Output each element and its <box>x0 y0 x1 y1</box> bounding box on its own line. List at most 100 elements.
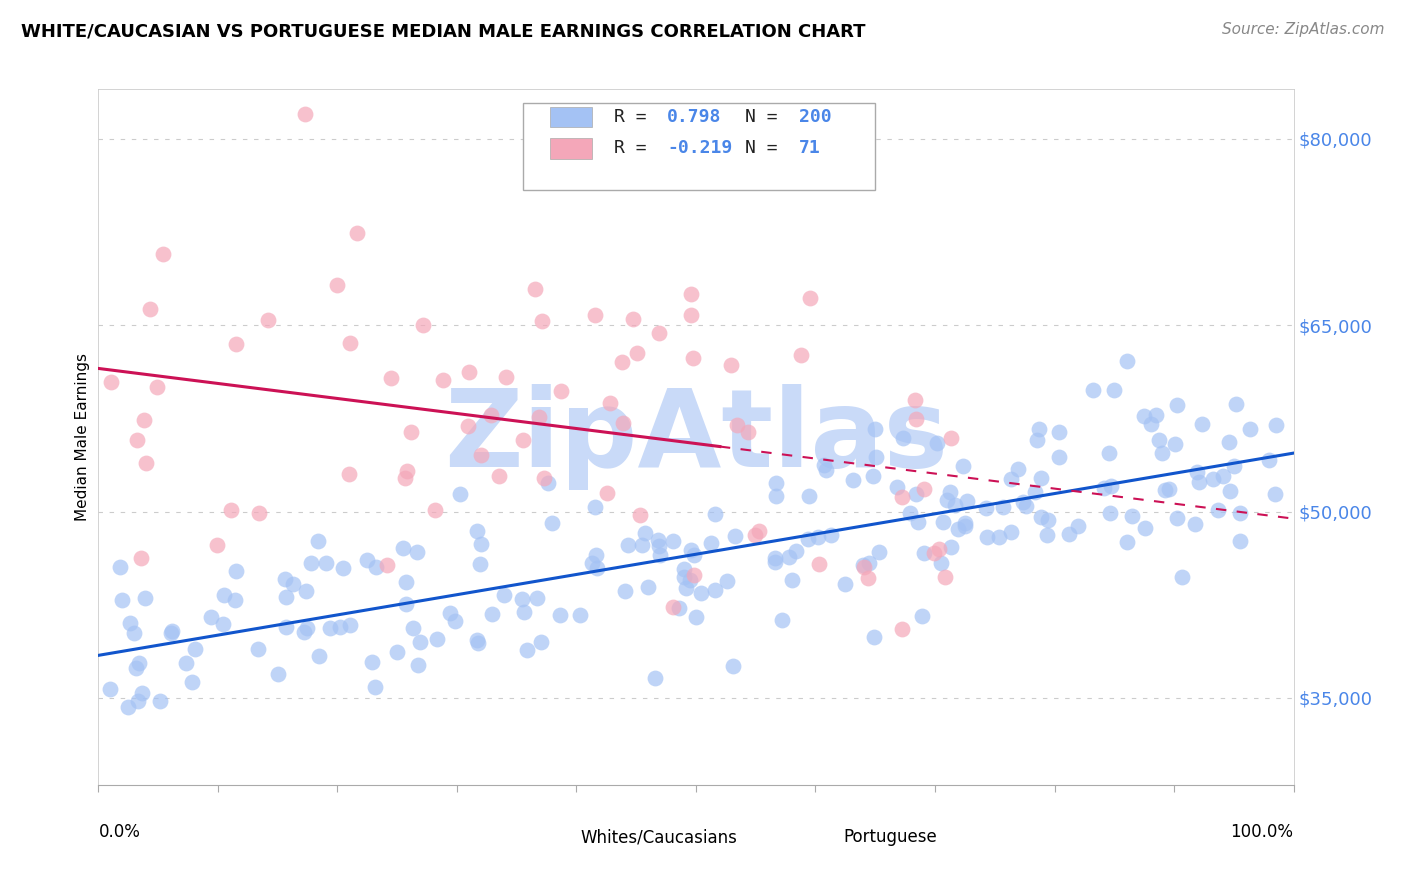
Point <box>531 314 554 328</box>
Point <box>790 348 813 362</box>
Text: 100.0%: 100.0% <box>1230 823 1294 841</box>
Point <box>396 464 419 478</box>
Point <box>1121 509 1143 524</box>
Point <box>610 355 633 369</box>
Point <box>890 623 912 637</box>
Point <box>363 681 385 695</box>
Point <box>720 358 742 372</box>
Point <box>117 700 139 714</box>
Point <box>862 468 884 483</box>
Point <box>125 661 148 675</box>
Point <box>785 544 807 558</box>
Point <box>111 592 134 607</box>
Point <box>1258 453 1281 467</box>
Point <box>939 540 962 554</box>
Point <box>108 560 131 574</box>
Point <box>662 534 685 549</box>
Point <box>1000 472 1022 486</box>
Point <box>1166 511 1188 525</box>
Point <box>375 558 398 573</box>
Point <box>380 371 402 385</box>
Point <box>129 550 152 565</box>
Point <box>891 490 914 504</box>
Point <box>523 282 546 296</box>
Point <box>294 107 316 121</box>
Point <box>683 568 706 582</box>
Point <box>952 458 974 473</box>
Point <box>207 537 229 551</box>
Point <box>1024 484 1046 499</box>
Point <box>1265 417 1288 432</box>
Point <box>149 694 172 708</box>
Point <box>780 574 803 588</box>
Point <box>716 574 738 588</box>
Point <box>946 522 969 536</box>
Point <box>1157 482 1180 496</box>
Point <box>548 607 571 622</box>
Point <box>763 551 786 566</box>
Point <box>292 624 315 639</box>
Point <box>1191 417 1213 431</box>
Point <box>612 417 634 431</box>
Point <box>863 630 886 644</box>
Point <box>1099 479 1122 493</box>
Point <box>621 312 644 326</box>
Point <box>406 657 429 672</box>
Point <box>931 556 953 570</box>
Point <box>865 450 887 465</box>
Point <box>444 614 467 628</box>
Point <box>299 556 322 570</box>
Point <box>467 636 489 650</box>
Point <box>1164 437 1187 451</box>
Point <box>134 413 156 427</box>
Point <box>679 543 702 558</box>
Point <box>956 494 979 508</box>
Point <box>513 605 536 619</box>
Point <box>583 308 606 322</box>
Point <box>339 617 361 632</box>
Point <box>648 548 671 562</box>
Point <box>568 608 591 623</box>
Point <box>329 620 352 634</box>
Point <box>925 436 948 450</box>
Point <box>273 572 295 586</box>
Point <box>991 500 1014 515</box>
Point <box>225 564 247 578</box>
Point <box>1036 528 1059 542</box>
Point <box>526 591 548 606</box>
Point <box>307 533 329 548</box>
Point <box>127 433 149 447</box>
Text: N =: N = <box>745 139 789 157</box>
Point <box>647 533 669 548</box>
Point <box>479 408 502 422</box>
Point <box>1239 422 1261 436</box>
Point <box>679 573 702 587</box>
Point <box>814 463 837 477</box>
Point <box>409 634 432 648</box>
Point <box>1166 398 1188 412</box>
Point <box>356 553 378 567</box>
Point <box>1000 525 1022 540</box>
Point <box>682 351 704 365</box>
Point <box>1229 534 1251 549</box>
Text: R =: R = <box>613 139 657 157</box>
Point <box>200 609 222 624</box>
Point <box>703 507 725 521</box>
Point <box>395 574 418 589</box>
Point <box>180 674 202 689</box>
Point <box>1153 483 1175 497</box>
Point <box>765 475 787 490</box>
Point <box>932 515 955 529</box>
Point <box>904 487 927 501</box>
Point <box>128 656 150 670</box>
Point <box>1206 503 1229 517</box>
Point <box>891 431 914 445</box>
Point <box>481 607 503 621</box>
Y-axis label: Median Male Earnings: Median Male Earnings <box>75 353 90 521</box>
Point <box>1028 422 1050 436</box>
Point <box>953 519 976 533</box>
Point <box>770 613 793 627</box>
Point <box>778 549 800 564</box>
Point <box>1007 461 1029 475</box>
Point <box>457 419 479 434</box>
